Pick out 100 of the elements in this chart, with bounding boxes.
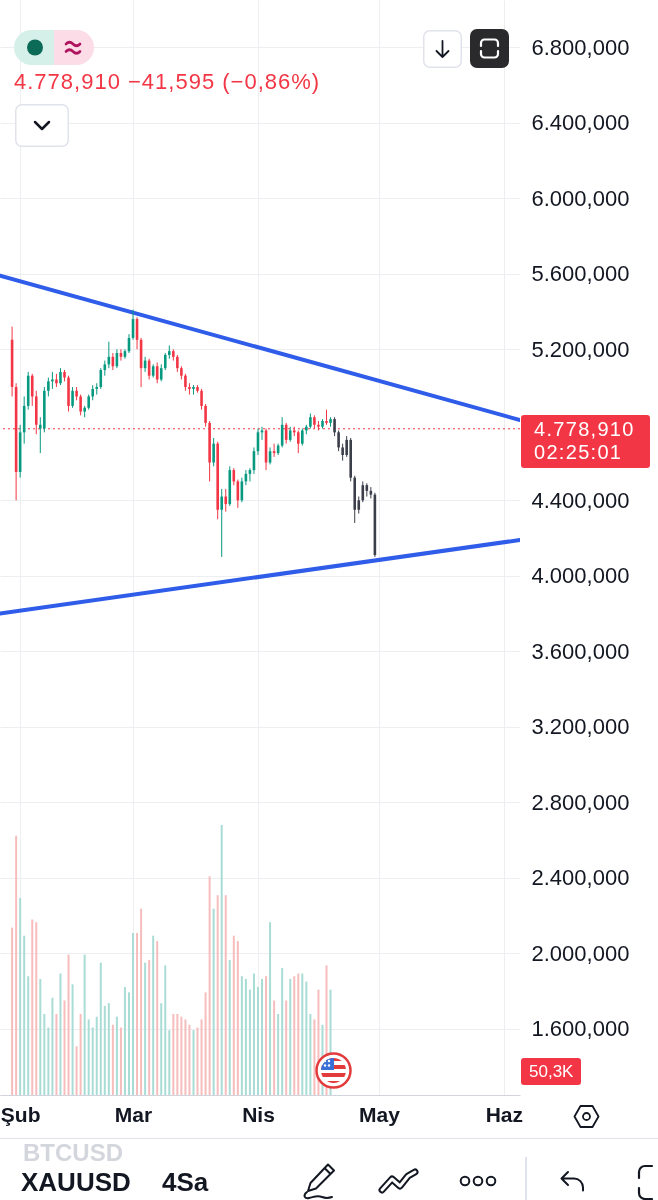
bar bbox=[269, 922, 272, 1095]
candlestick bbox=[200, 388, 203, 411]
bar bbox=[87, 1019, 90, 1095]
y-tick-label: 1.600,000 bbox=[531, 1016, 630, 1042]
bar bbox=[289, 978, 292, 1095]
bar bbox=[55, 1014, 58, 1095]
bar bbox=[204, 992, 207, 1095]
bar bbox=[200, 1019, 203, 1095]
text: 02:25:01 bbox=[534, 440, 624, 464]
bar bbox=[281, 968, 284, 1095]
bar bbox=[95, 1016, 98, 1095]
bar bbox=[23, 935, 26, 1095]
bar bbox=[192, 1030, 195, 1095]
y-tick-label: 6.400,000 bbox=[531, 110, 630, 136]
bar bbox=[232, 935, 235, 1095]
bar bbox=[236, 941, 239, 1095]
bar bbox=[252, 973, 255, 1095]
bar bbox=[39, 978, 42, 1095]
bar bbox=[140, 908, 143, 1095]
y-tick-label: 5.200,000 bbox=[531, 336, 630, 362]
x-tick-label: Haz bbox=[485, 1102, 524, 1126]
y-tick-label: 5.600,000 bbox=[531, 261, 630, 287]
bar bbox=[15, 835, 18, 1095]
bar bbox=[265, 976, 268, 1095]
bar bbox=[248, 989, 251, 1095]
x-tick-label: May bbox=[358, 1102, 401, 1126]
bar bbox=[172, 1014, 175, 1095]
bar bbox=[43, 1014, 46, 1095]
bar bbox=[11, 927, 14, 1095]
bar bbox=[103, 1005, 106, 1095]
y-tick-label: 2.400,000 bbox=[531, 865, 630, 891]
annotation: 4.778,910 −41,595 (−0,86%) bbox=[14, 69, 321, 94]
bar bbox=[71, 984, 74, 1095]
bar bbox=[144, 962, 147, 1095]
candlestick bbox=[71, 386, 74, 409]
candlestick bbox=[30, 373, 34, 407]
bar bbox=[47, 1027, 50, 1095]
bar bbox=[119, 1027, 122, 1095]
candlestick bbox=[220, 488, 224, 558]
bar bbox=[91, 1027, 94, 1095]
y-tick-label: 4.400,000 bbox=[531, 487, 630, 513]
bar bbox=[156, 941, 159, 1095]
text: XAUUSD bbox=[21, 1167, 131, 1197]
bar bbox=[67, 954, 70, 1095]
bar bbox=[293, 976, 296, 1095]
bar bbox=[228, 960, 231, 1095]
bar bbox=[75, 1046, 78, 1095]
y-tick-label: 6.800,000 bbox=[531, 34, 630, 60]
x-tick-label: Şub bbox=[0, 1102, 41, 1126]
bar bbox=[51, 997, 54, 1095]
bar bbox=[160, 1003, 163, 1095]
bar bbox=[240, 976, 243, 1095]
bar bbox=[115, 1016, 118, 1095]
bar bbox=[313, 1019, 316, 1095]
bar bbox=[136, 933, 139, 1095]
candlestick bbox=[79, 394, 82, 416]
candlestick bbox=[99, 367, 103, 390]
bar bbox=[107, 1003, 110, 1095]
bar bbox=[297, 973, 300, 1095]
bar bbox=[168, 1030, 171, 1095]
bar bbox=[123, 987, 126, 1095]
bar bbox=[285, 1000, 288, 1095]
bar bbox=[63, 1000, 66, 1095]
bar bbox=[164, 965, 167, 1095]
candlestick bbox=[95, 382, 99, 396]
bar bbox=[208, 876, 211, 1095]
text: 4Sa bbox=[162, 1167, 209, 1197]
bar bbox=[224, 895, 227, 1095]
bar bbox=[59, 973, 62, 1095]
bar bbox=[79, 1014, 82, 1095]
bar bbox=[305, 981, 308, 1095]
bar bbox=[244, 978, 247, 1095]
bar bbox=[309, 1014, 312, 1095]
bar bbox=[127, 992, 130, 1095]
bar bbox=[196, 1027, 199, 1095]
y-tick-label: 2.800,000 bbox=[531, 789, 630, 815]
bar bbox=[180, 1016, 183, 1095]
bar bbox=[132, 933, 135, 1095]
bar bbox=[152, 935, 155, 1095]
candlestick bbox=[188, 382, 191, 396]
x-tick-label: Nis bbox=[242, 1102, 275, 1126]
bar bbox=[111, 1024, 114, 1095]
bar bbox=[176, 1014, 179, 1095]
bar bbox=[212, 908, 215, 1095]
candlestick bbox=[224, 488, 228, 513]
candlestick bbox=[155, 361, 159, 384]
bar bbox=[19, 897, 22, 1095]
bar bbox=[148, 960, 151, 1095]
bar bbox=[216, 895, 219, 1095]
bar bbox=[188, 1024, 191, 1095]
y-tick-label: 6.000,000 bbox=[531, 185, 630, 211]
x-tick-label: Mar bbox=[114, 1102, 153, 1126]
candlestick bbox=[212, 437, 215, 467]
candlestick bbox=[337, 429, 340, 452]
bar bbox=[31, 919, 34, 1095]
candlestick bbox=[361, 480, 365, 503]
bar bbox=[273, 1000, 276, 1095]
text: 50,3K bbox=[521, 1058, 582, 1085]
y-tick-label: 2.000,000 bbox=[531, 940, 630, 966]
bar bbox=[261, 978, 264, 1095]
